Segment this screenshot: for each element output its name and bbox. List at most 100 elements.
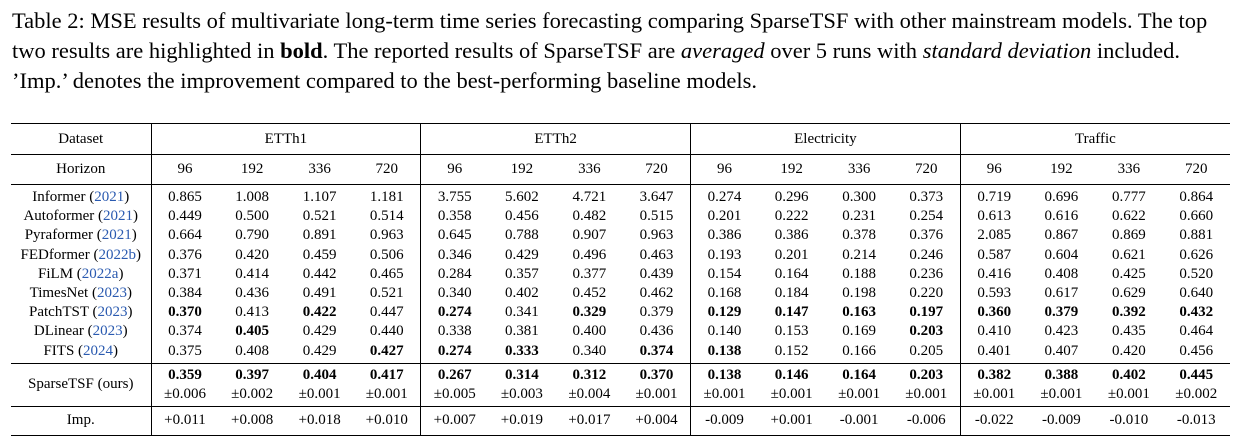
mse-value-cell: 0.386 (774, 227, 809, 244)
mse-value-cell: 0.865 (150, 184, 219, 208)
ours-mean-value: 0.388 (1044, 366, 1079, 383)
ours-value-cell: 0.146 ±0.001 (757, 362, 826, 407)
ours-std-value: ±0.002 (231, 385, 274, 402)
mse-value-cell: 0.402 (505, 285, 539, 302)
citation-year-link[interactable]: 2021 (94, 189, 125, 205)
mse-value-cell: 0.140 (689, 322, 758, 342)
mse-value-cell: 0.147 (774, 304, 809, 321)
mse-value-cell: 0.129 (689, 303, 758, 323)
ours-std-value: ±0.001 (770, 385, 813, 402)
ours-std-value: ±0.001 (1040, 385, 1083, 402)
improvement-value-cell: +0.007 (420, 405, 489, 436)
citation-year-link[interactable]: 2023 (97, 304, 128, 321)
horizon-header-row: Horizon 96 192 336 720 96 192 336 720 96 192 336 72… (11, 154, 1230, 185)
caption-text-1: Table 2: MSE results of multivariate lon… (12, 8, 1208, 63)
mse-value-cell: 0.254 (909, 208, 944, 225)
mse-value-cell: 0.465 (369, 265, 404, 282)
mse-value-cell: 0.201 (774, 246, 809, 263)
citation-year-link[interactable]: 2023 (92, 323, 123, 340)
horizon-header-cell: 720 (892, 154, 961, 185)
improvement-value-cell: -0.022 (959, 405, 1028, 436)
mse-value-cell: 0.201 (689, 207, 758, 227)
ours-mean-value: 0.370 (639, 366, 674, 383)
ours-std-value: ±0.001 (838, 385, 881, 402)
mse-value-cell: 0.660 (1179, 208, 1214, 225)
improvement-value-cell: -0.009 (1027, 405, 1096, 436)
table-row: Pyraformer (2021) 0.664 0.790 0.891 0.963 0.6… (11, 226, 1230, 246)
mse-value-cell: 0.719 (959, 184, 1028, 208)
ours-mean-value: 0.402 (1111, 366, 1146, 383)
mse-value-cell: 0.205 (909, 342, 944, 359)
ours-mean-value: 0.146 (774, 366, 809, 383)
model-name: Informer (2021) (11, 184, 151, 208)
mse-value-cell: 0.168 (689, 284, 758, 304)
citation-year-link[interactable]: 2024 (83, 342, 114, 359)
mse-value-cell: 0.236 (909, 265, 944, 282)
ours-value-cell: 0.312 ±0.004 (555, 362, 624, 407)
model-name-text: FITS (43, 342, 75, 359)
mse-value-cell: 0.790 (235, 227, 270, 244)
ours-value-cell: 0.370 ±0.001 (623, 362, 691, 407)
citation-year-link[interactable]: 2021 (103, 208, 134, 225)
mse-value-cell: 1.107 (285, 184, 354, 208)
mse-value-cell: 0.436 (639, 323, 674, 340)
improvement-value-cell: +0.004 (623, 405, 691, 436)
mse-value-cell: 0.456 (505, 208, 539, 225)
mse-value-cell: 0.867 (1044, 227, 1079, 244)
ours-mean-value: 0.417 (369, 366, 404, 383)
mse-value-cell: 4.721 (555, 184, 624, 208)
ours-std-value: ±0.004 (568, 385, 611, 402)
improvement-value-cell: +0.018 (285, 405, 354, 436)
citation-year-link[interactable]: 2023 (96, 285, 127, 302)
ours-std-value: ±0.001 (1107, 385, 1150, 402)
improvement-value-cell: -0.013 (1162, 405, 1230, 436)
model-name-text: PatchTST (29, 304, 89, 321)
mse-value-cell: 0.407 (1044, 342, 1079, 359)
dataset-header-row: Dataset ETTh1 ETTh2 Electricity Traffic (11, 123, 1230, 155)
mse-value-cell: 0.153 (774, 323, 809, 340)
mse-value-cell: 0.416 (959, 264, 1028, 285)
citation-year-link[interactable]: 2021 (101, 227, 132, 244)
results-table: Dataset ETTh1 ETTh2 Electricity Traffic … (11, 123, 1230, 436)
ours-std-value: ±0.006 (163, 385, 206, 402)
mse-value-cell: 0.274 (689, 184, 758, 208)
ours-mean-value: 0.312 (572, 366, 607, 383)
mse-value-cell: 0.429 (302, 342, 337, 359)
citation-year-link[interactable]: 2022a (81, 265, 119, 282)
ours-value-cell: 0.388 ±0.001 (1027, 362, 1096, 407)
ours-mean-value: 0.404 (302, 366, 337, 383)
ours-model-name: SparseTSF (ours) (11, 362, 151, 407)
mse-value-cell: 0.963 (369, 227, 404, 244)
ours-std-value: ±0.001 (703, 385, 746, 402)
table-row: TimesNet (2023) 0.384 0.436 0.491 0.521 0.340… (11, 284, 1230, 304)
ours-std-value: ±0.001 (365, 385, 408, 402)
mse-value-cell: 0.379 (1044, 304, 1079, 321)
ours-std-value: ±0.005 (433, 385, 476, 402)
mse-value-cell: 0.374 (150, 322, 219, 342)
mse-value-cell: 1.181 (353, 184, 421, 208)
improvement-value-cell: +0.011 (150, 405, 219, 436)
mse-value-cell: 0.622 (1111, 208, 1146, 225)
horizon-header-cell: 192 (488, 154, 556, 185)
model-name-text: Autoformer (23, 208, 95, 225)
model-name: Pyraformer (2021) (24, 227, 137, 244)
mse-value-cell: 0.193 (689, 245, 758, 265)
caption-text-4: included. ’Imp.’ denotes the improvement… (12, 38, 1180, 93)
mse-value-cell: 0.604 (1044, 246, 1079, 263)
mse-value-cell: 0.222 (774, 208, 809, 225)
ours-mean-value: 0.314 (505, 366, 539, 383)
mse-value-cell: 0.203 (909, 323, 944, 340)
ours-row: SparseTSF (ours) 0.359 ±0.006 0.397 ±0.002 0.… (11, 362, 1230, 407)
mse-value-cell: 0.333 (505, 342, 539, 359)
model-name-text: DLinear (33, 323, 84, 340)
mse-value-cell: 0.462 (639, 285, 674, 302)
mse-value-cell: 0.464 (1179, 323, 1214, 340)
dataset-label: Dataset (11, 123, 151, 155)
model-name-text: FiLM (38, 265, 74, 282)
mse-value-cell: 0.220 (909, 285, 944, 302)
citation-year-link[interactable]: 2022b (98, 246, 136, 263)
mse-value-cell: 0.452 (572, 285, 607, 302)
mse-value-cell: 0.420 (1111, 342, 1146, 359)
table-row: FiLM (2022a) 0.371 0.414 0.442 0.465 0.284 0.3… (11, 264, 1230, 285)
mse-value-cell: 0.357 (505, 265, 539, 282)
